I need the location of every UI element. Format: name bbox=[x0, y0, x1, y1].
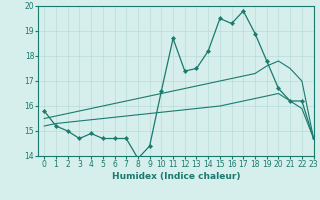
X-axis label: Humidex (Indice chaleur): Humidex (Indice chaleur) bbox=[112, 172, 240, 181]
